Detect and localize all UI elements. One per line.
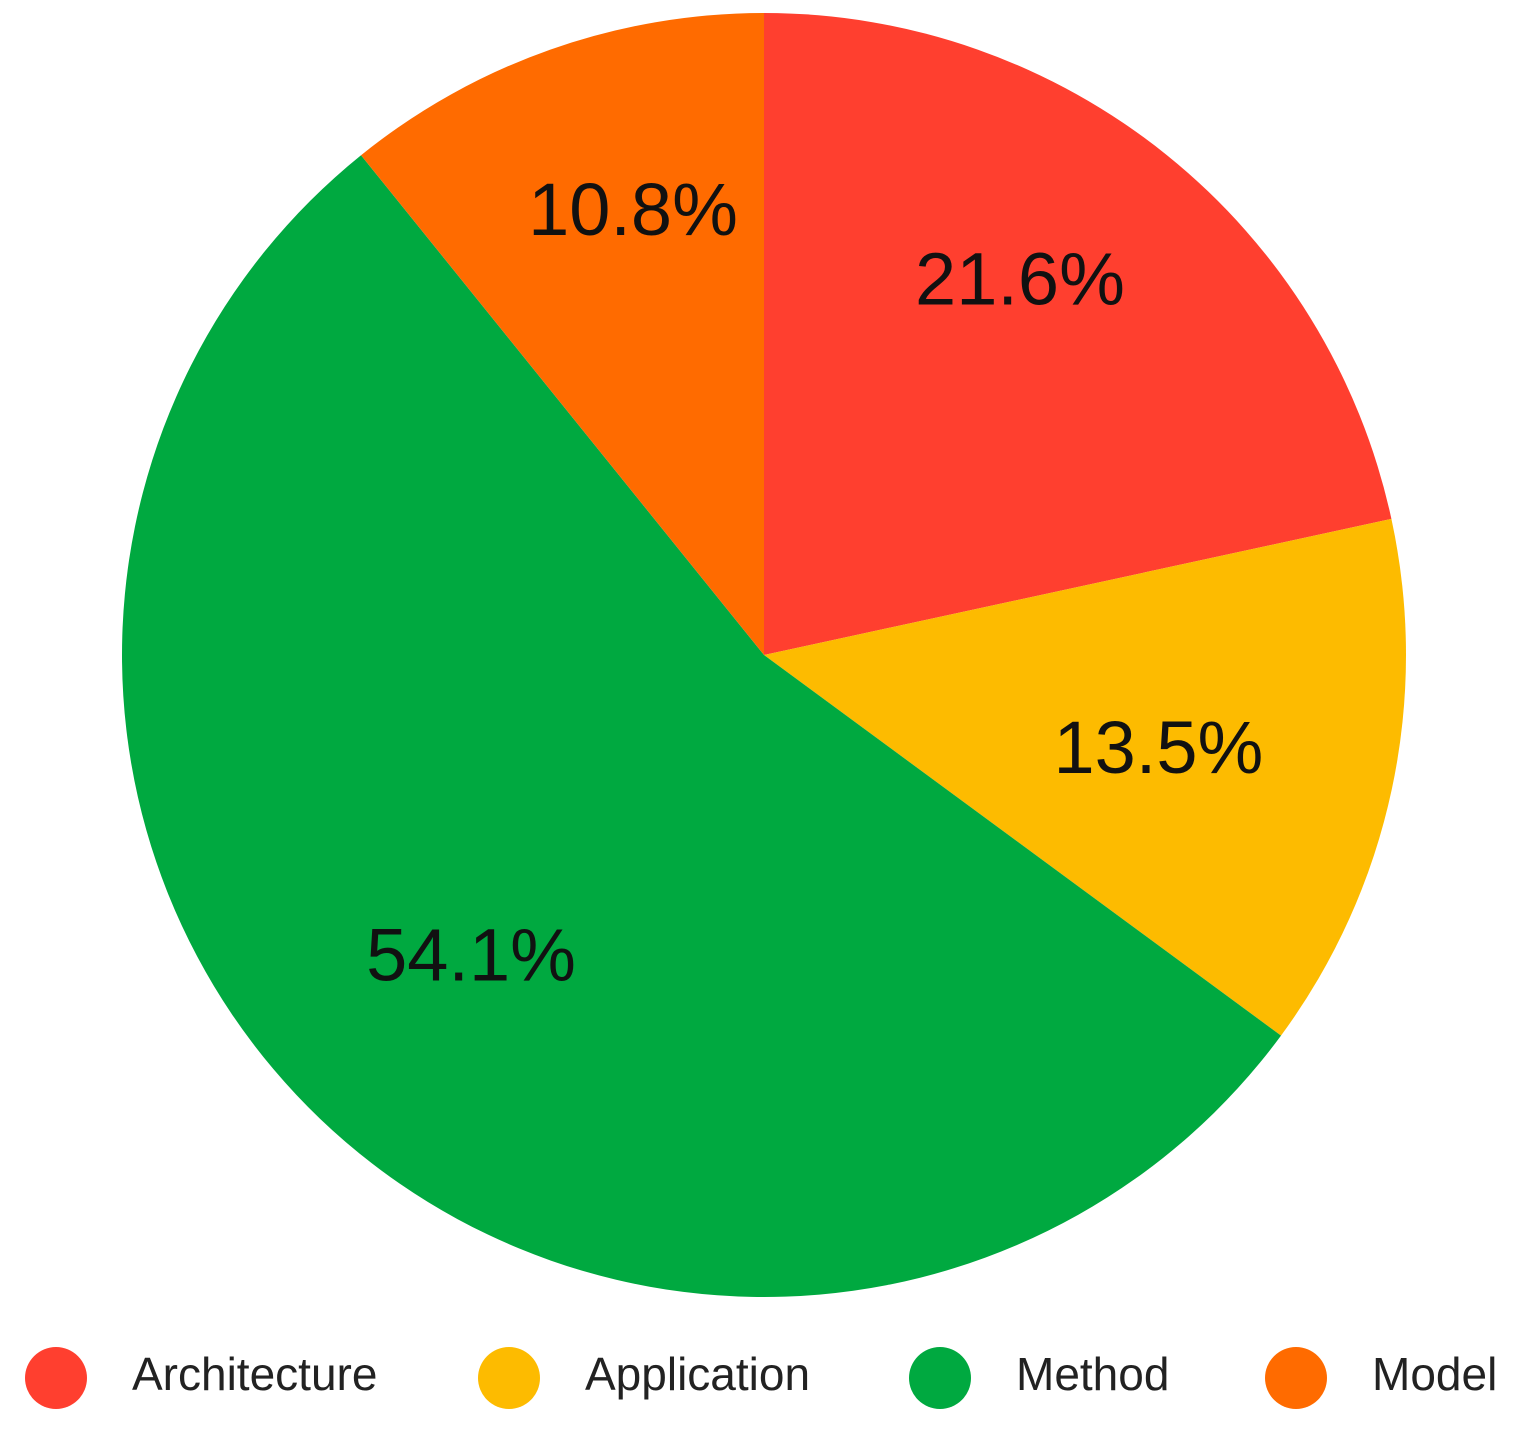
legend-marker-application	[478, 1347, 540, 1409]
legend: Architecture Application Method Model	[25, 1347, 1497, 1409]
pie-slices	[122, 13, 1406, 1297]
pie-slice-application	[764, 518, 1406, 1036]
legend-label-application: Application	[585, 1348, 810, 1400]
legend-label-architecture: Architecture	[132, 1348, 377, 1400]
legend-marker-model	[1265, 1347, 1327, 1409]
legend-marker-architecture	[25, 1347, 87, 1409]
legend-label-method: Method	[1016, 1348, 1169, 1400]
pie-slice-label-architecture: 21.6%	[915, 238, 1125, 321]
pie-slice-method	[122, 155, 1282, 1297]
pie-slice-labels: 21.6% 13.5% 54.1% 10.8%	[366, 168, 1263, 997]
pie-slice-label-application: 13.5%	[1053, 706, 1263, 789]
legend-item-method: Method	[909, 1347, 1169, 1409]
legend-marker-method	[909, 1347, 971, 1409]
legend-label-model: Model	[1372, 1348, 1497, 1400]
legend-item-architecture: Architecture	[25, 1347, 377, 1409]
pie-slice-model	[361, 13, 764, 655]
pie-slice-label-model: 10.8%	[528, 168, 738, 251]
legend-item-application: Application	[478, 1347, 810, 1409]
legend-item-model: Model	[1265, 1347, 1497, 1409]
pie-slice-architecture	[764, 13, 1392, 655]
pie-slice-label-method: 54.1%	[366, 914, 576, 997]
